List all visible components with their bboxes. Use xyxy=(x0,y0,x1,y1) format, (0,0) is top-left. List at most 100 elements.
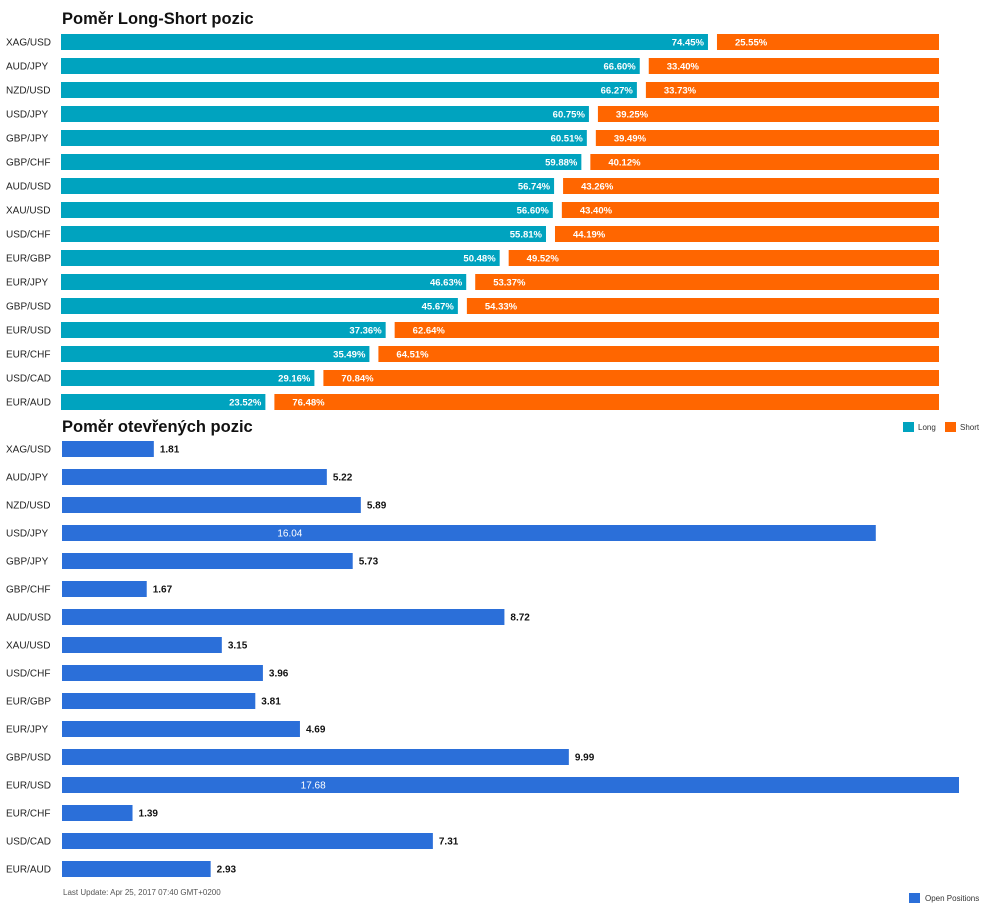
ls-category-label: GBP/USD xyxy=(6,302,51,313)
short-value-label: 70.84% xyxy=(341,374,374,385)
op-category-label: USD/CHF xyxy=(6,669,50,680)
short-bar xyxy=(561,202,939,218)
ls-category-label: EUR/USD xyxy=(6,326,51,337)
op-category-label: EUR/AUD xyxy=(6,865,51,876)
short-value-label: 33.73% xyxy=(664,86,697,97)
short-value-label: 25.55% xyxy=(735,38,768,49)
op-category-label: EUR/CHF xyxy=(6,809,50,820)
ls-category-label: XAU/USD xyxy=(6,206,50,217)
long-bar xyxy=(61,394,266,410)
short-value-label: 54.33% xyxy=(485,302,518,313)
ls-category-label: NZD/USD xyxy=(6,86,50,97)
long-value-label: 50.48% xyxy=(463,254,496,265)
long-bar xyxy=(61,34,708,50)
long-value-label: 46.63% xyxy=(430,278,463,289)
ls-category-label: AUD/USD xyxy=(6,182,51,193)
long-bar xyxy=(61,58,640,74)
long-value-label: 29.16% xyxy=(278,374,311,385)
ls-category-label: GBP/JPY xyxy=(6,134,49,145)
open-positions-bar xyxy=(62,637,222,653)
short-bar xyxy=(323,370,939,386)
op-category-label: EUR/JPY xyxy=(6,725,49,736)
op-category-label: AUD/USD xyxy=(6,613,51,624)
open-positions-bar xyxy=(62,441,154,457)
op-category-label: XAG/USD xyxy=(6,445,51,456)
long-value-label: 60.51% xyxy=(551,134,584,145)
op-category-label: GBP/JPY xyxy=(6,557,49,568)
short-bar xyxy=(563,178,939,194)
short-value-label: 33.40% xyxy=(667,62,700,73)
open-positions-bar xyxy=(62,581,147,597)
short-bar xyxy=(466,298,939,314)
open-positions-bar xyxy=(62,777,959,793)
long-bar xyxy=(61,370,315,386)
open-positions-value-label: 1.67 xyxy=(153,585,173,596)
ls-category-label: GBP/CHF xyxy=(6,158,50,169)
short-value-label: 76.48% xyxy=(292,398,325,409)
long-value-label: 45.67% xyxy=(422,302,455,313)
short-bar xyxy=(554,226,939,242)
ls-category-label: EUR/JPY xyxy=(6,278,49,289)
open-positions-value-label: 17.68 xyxy=(301,781,326,792)
open-positions-value-label: 4.69 xyxy=(306,725,326,736)
open-positions-value-label: 5.73 xyxy=(359,557,379,568)
short-bar xyxy=(378,346,940,362)
long-bar xyxy=(61,298,458,314)
long-value-label: 55.81% xyxy=(510,230,543,241)
open-positions-bar xyxy=(62,693,256,709)
short-bar xyxy=(274,394,939,410)
ls-category-label: USD/CAD xyxy=(6,374,51,385)
chart-1-title: Poměr Long-Short pozic xyxy=(62,10,254,28)
long-bar xyxy=(61,226,546,242)
ls-category-label: USD/CHF xyxy=(6,230,50,241)
op-category-label: XAU/USD xyxy=(6,641,50,652)
ls-category-label: XAG/USD xyxy=(6,38,51,49)
open-positions-value-label: 1.81 xyxy=(160,445,180,456)
long-value-label: 59.88% xyxy=(545,158,578,169)
short-value-label: 39.25% xyxy=(616,110,649,121)
long-value-label: 35.49% xyxy=(333,350,366,361)
open-positions-value-label: 8.72 xyxy=(510,613,530,624)
short-bar xyxy=(475,274,939,290)
open-positions-value-label: 1.39 xyxy=(139,809,159,820)
long-value-label: 74.45% xyxy=(672,38,705,49)
long-bar xyxy=(61,106,589,122)
short-bar xyxy=(590,154,939,170)
legend-open-positions-label: Open Positions xyxy=(925,894,979,903)
legend-open-positions-swatch xyxy=(909,893,920,903)
open-positions-value-label: 16.04 xyxy=(277,529,302,540)
short-value-label: 43.26% xyxy=(581,182,614,193)
op-category-label: GBP/CHF xyxy=(6,585,50,596)
ls-category-label: AUD/JPY xyxy=(6,62,49,73)
long-value-label: 23.52% xyxy=(229,398,262,409)
long-bar xyxy=(61,250,500,266)
ls-category-label: EUR/CHF xyxy=(6,350,50,361)
legend-short-label: Short xyxy=(960,423,980,432)
short-value-label: 44.19% xyxy=(573,230,606,241)
open-positions-value-label: 2.93 xyxy=(217,865,237,876)
long-value-label: 66.60% xyxy=(604,62,637,73)
legend-long-swatch xyxy=(903,422,914,432)
open-positions-bars: XAG/USD 1.81 AUD/JPY 5.22 NZD/USD 5.89 USD/JPY… xyxy=(6,441,959,877)
long-bar xyxy=(61,82,637,98)
last-update-footer: Last Update: Apr 25, 2017 07:40 GMT+0200 xyxy=(63,888,221,897)
long-value-label: 56.60% xyxy=(517,206,550,217)
open-positions-bar xyxy=(62,609,505,625)
op-category-label: GBP/USD xyxy=(6,753,51,764)
open-positions-bar xyxy=(62,525,876,541)
open-positions-value-label: 5.89 xyxy=(367,501,387,512)
open-positions-bar xyxy=(62,553,353,569)
short-value-label: 40.12% xyxy=(608,158,641,169)
long-short-bars: XAG/USD 74.45% 25.55% AUD/JPY 66.60% 33.40% NZ… xyxy=(6,34,940,410)
open-positions-bar xyxy=(62,469,327,485)
op-category-label: USD/JPY xyxy=(6,529,49,540)
long-value-label: 56.74% xyxy=(518,182,551,193)
ls-category-label: USD/JPY xyxy=(6,110,49,121)
short-value-label: 62.64% xyxy=(413,326,446,337)
op-category-label: USD/CAD xyxy=(6,837,51,848)
short-bar xyxy=(716,34,939,50)
long-bar xyxy=(61,154,582,170)
open-positions-bar xyxy=(62,497,361,513)
legend-short-swatch xyxy=(945,422,956,432)
ls-category-label: EUR/AUD xyxy=(6,398,51,409)
